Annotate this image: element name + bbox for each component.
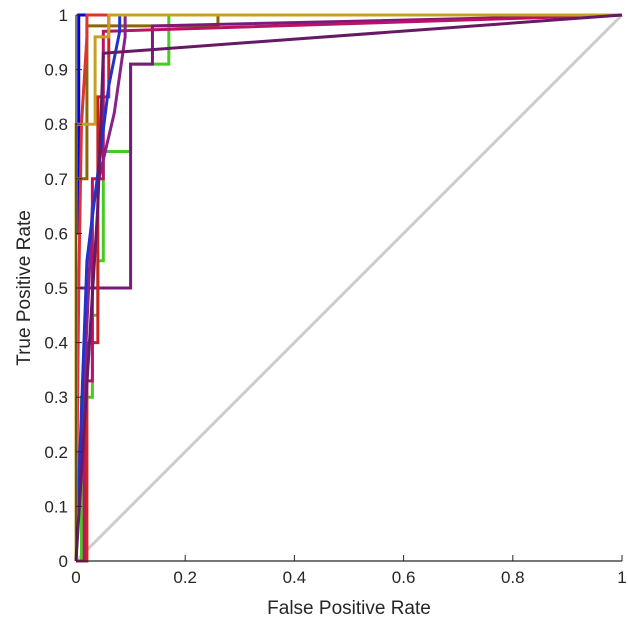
y-tick-label: 0.1 — [44, 497, 68, 516]
y-tick-label: 0 — [59, 552, 68, 571]
roc-series-line-11 — [74, 13, 623, 562]
x-tick-label: 0.4 — [283, 568, 307, 587]
x-tick-label: 0 — [71, 568, 80, 587]
x-tick-label: 0.2 — [173, 568, 197, 587]
diagonal-reference-line — [74, 13, 624, 563]
y-tick-label: 0.9 — [44, 61, 68, 80]
plot-area — [74, 13, 624, 563]
x-tick-label: 0.6 — [392, 568, 416, 587]
y-tick-label: 0.3 — [44, 388, 68, 407]
x-tick-label: 0.8 — [501, 568, 525, 587]
y-tick-label: 0.2 — [44, 443, 68, 462]
x-tick-label: 1 — [617, 568, 626, 587]
y-tick-label: 0.7 — [44, 170, 68, 189]
y-tick-label: 0.5 — [44, 279, 68, 298]
labels: False Positive Rate True Positive Rate — [14, 210, 431, 619]
y-tick-label: 0.8 — [44, 115, 68, 134]
y-axis-label: True Positive Rate — [14, 210, 35, 366]
x-axis-label: False Positive Rate — [267, 598, 431, 619]
axes: 0 0.2 0.4 0.6 0.8 1 0 0.1 0.2 0.3 0.4 0.5 0.6 0.7 0.8 0… — [44, 6, 626, 587]
y-tick-label: 0.6 — [44, 224, 68, 243]
y-tick-label: 0.4 — [44, 334, 68, 353]
y-tick-label: 1 — [59, 6, 68, 25]
